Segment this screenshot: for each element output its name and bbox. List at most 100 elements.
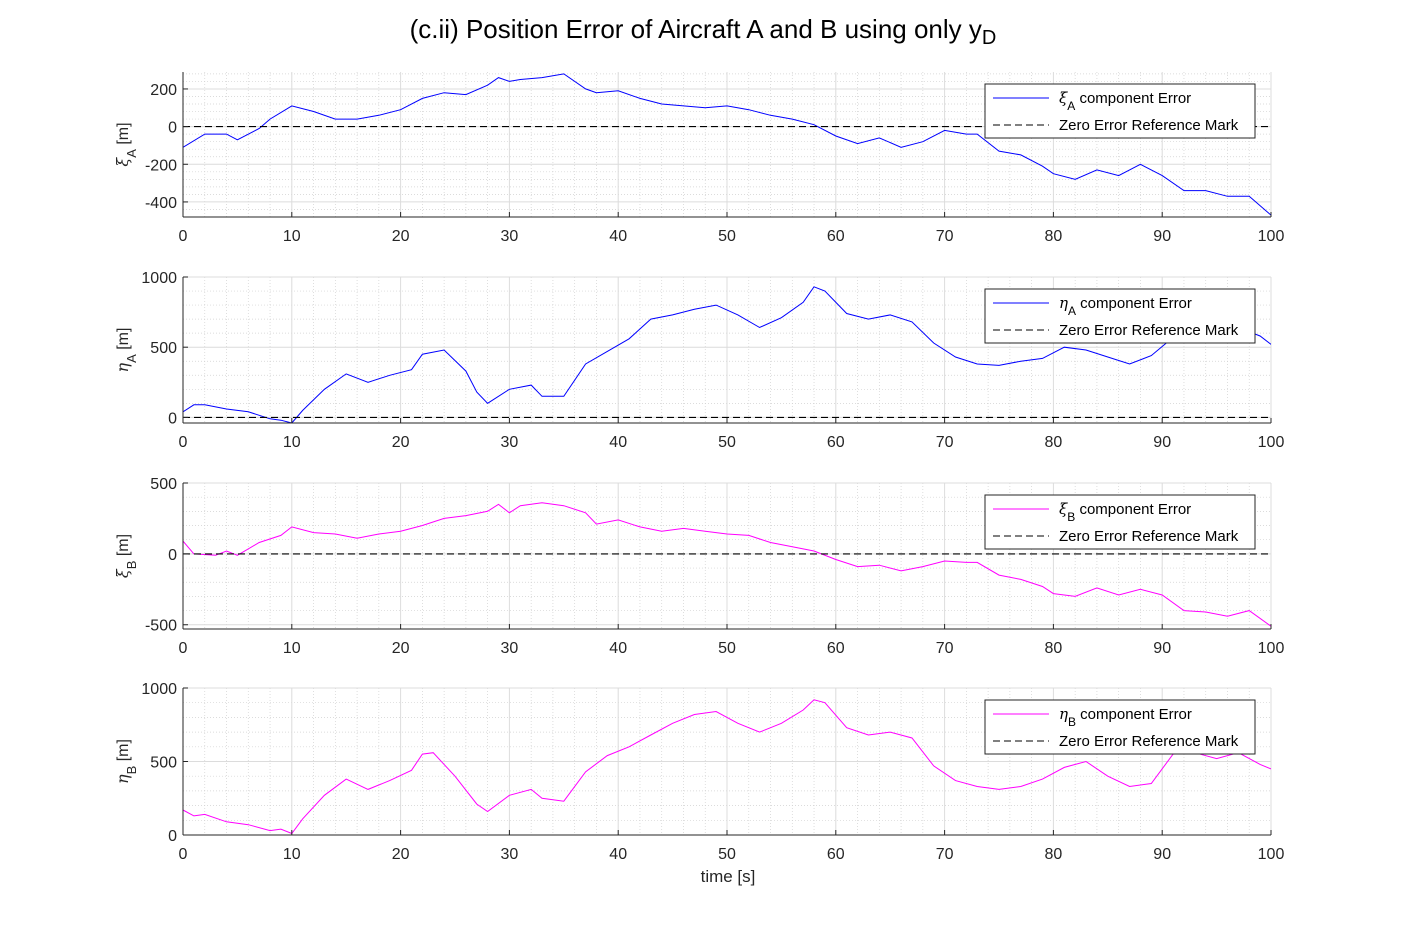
legend-text: component Error [1075, 90, 1191, 107]
legend-label: Zero Error Reference Mark [1059, 733, 1239, 750]
legend-box [984, 699, 1256, 755]
x-tick-label: 0 [179, 640, 188, 657]
series-line [183, 502, 1271, 627]
series-line [183, 73, 1271, 216]
legend: ξA component Error Zero Error Reference M… [984, 83, 1256, 139]
figure-title: (c.ii) Position Error of Aircraft A and … [0, 14, 1406, 50]
x-tick-label: 90 [1153, 228, 1171, 245]
y-label-subscript: A [124, 149, 139, 158]
x-tick-label: 20 [392, 434, 410, 451]
y-label-unit: [m] [115, 534, 132, 561]
x-tick-label: 0 [179, 846, 188, 863]
y-label-subscript: B [124, 561, 139, 570]
x-tick-label: 80 [1045, 434, 1063, 451]
x-tick-label: 0 [179, 434, 188, 451]
x-tick-label: 70 [936, 640, 954, 657]
x-tick-label: 20 [392, 640, 410, 657]
x-tick-label: 30 [501, 228, 519, 245]
legend-label: ξB component Error [1059, 500, 1191, 524]
legend-label: ηA component Error [1059, 294, 1192, 318]
figure-title-subscript: D [981, 27, 997, 50]
y-label-symbol: ξ [113, 568, 132, 578]
y-tick-label: -400 [145, 195, 177, 212]
x-tick-label: 80 [1045, 640, 1063, 657]
x-tick-label: 10 [283, 434, 301, 451]
legend-subscript: A [1068, 304, 1076, 318]
legend-subscript: B [1068, 715, 1076, 729]
y-label-subscript: B [124, 766, 139, 775]
legend-text: component Error [1076, 706, 1192, 723]
x-tick-label: 100 [1258, 640, 1285, 657]
legend-text: component Error [1075, 501, 1191, 518]
legend-box [984, 288, 1256, 344]
x-tick-label: 100 [1258, 846, 1285, 863]
legend-subscript: B [1067, 510, 1075, 524]
legend-box [984, 83, 1256, 139]
x-tick-label: 50 [718, 640, 736, 657]
y-label-symbol: ξ [113, 157, 132, 167]
x-tick-label: 80 [1045, 846, 1063, 863]
x-tick-label: 90 [1153, 846, 1171, 863]
legend-label: Zero Error Reference Mark [1059, 528, 1239, 545]
legend-label: Zero Error Reference Mark [1059, 117, 1239, 134]
legend-box [984, 494, 1256, 550]
y-tick-label: 0 [168, 120, 177, 137]
figure-title-main: (c.ii) Position Error of Aircraft A and … [409, 14, 982, 44]
x-tick-label: 40 [609, 640, 627, 657]
y-axis-label: ξA [m] [113, 122, 139, 166]
y-label-unit: [m] [115, 739, 132, 766]
y-tick-label: 1000 [141, 681, 177, 698]
y-label-subscript: A [124, 354, 139, 363]
y-tick-label: 500 [150, 476, 177, 493]
x-tick-label: 100 [1258, 434, 1285, 451]
y-tick-label: 0 [168, 828, 177, 845]
x-tick-label: 20 [392, 228, 410, 245]
x-tick-label: 50 [718, 846, 736, 863]
series-line [183, 699, 1271, 835]
y-axis-label: ξB [m] [113, 534, 139, 578]
x-tick-label: 20 [392, 846, 410, 863]
x-tick-label: 100 [1258, 228, 1285, 245]
y-tick-label: 200 [150, 82, 177, 99]
legend-symbol: η [1059, 705, 1068, 723]
x-tick-label: 60 [827, 434, 845, 451]
x-tick-label: 10 [283, 228, 301, 245]
x-tick-label: 40 [609, 434, 627, 451]
x-tick-label: 70 [936, 846, 954, 863]
x-tick-label: 60 [827, 228, 845, 245]
x-tick-label: 30 [501, 434, 519, 451]
y-axis-label: ηA [m] [113, 328, 139, 373]
y-tick-label: 1000 [141, 270, 177, 287]
x-tick-label: 60 [827, 640, 845, 657]
x-tick-label: 90 [1153, 434, 1171, 451]
x-axis-label: time [s] [701, 867, 756, 886]
x-tick-label: 40 [609, 846, 627, 863]
x-tick-label: 10 [283, 846, 301, 863]
x-tick-label: 70 [936, 434, 954, 451]
x-tick-label: 50 [718, 434, 736, 451]
legend-label: ξA component Error [1059, 89, 1191, 113]
legend-subscript: A [1067, 99, 1075, 113]
x-tick-label: 90 [1153, 640, 1171, 657]
legend-label: Zero Error Reference Mark [1059, 322, 1239, 339]
y-tick-label: 0 [168, 547, 177, 564]
x-tick-label: 80 [1045, 228, 1063, 245]
legend-symbol: ξ [1059, 500, 1068, 518]
legend: ηA component Error Zero Error Reference M… [984, 288, 1256, 344]
legend: ξB component Error Zero Error Reference M… [984, 494, 1256, 550]
y-label-symbol: η [113, 362, 132, 372]
y-tick-label: 500 [150, 755, 177, 772]
x-tick-label: 0 [179, 228, 188, 245]
y-tick-label: 0 [168, 410, 177, 427]
x-tick-label: 50 [718, 228, 736, 245]
x-tick-label: 30 [501, 846, 519, 863]
legend-symbol: η [1059, 294, 1068, 312]
legend-symbol: ξ [1059, 89, 1068, 107]
y-tick-label: -200 [145, 157, 177, 174]
